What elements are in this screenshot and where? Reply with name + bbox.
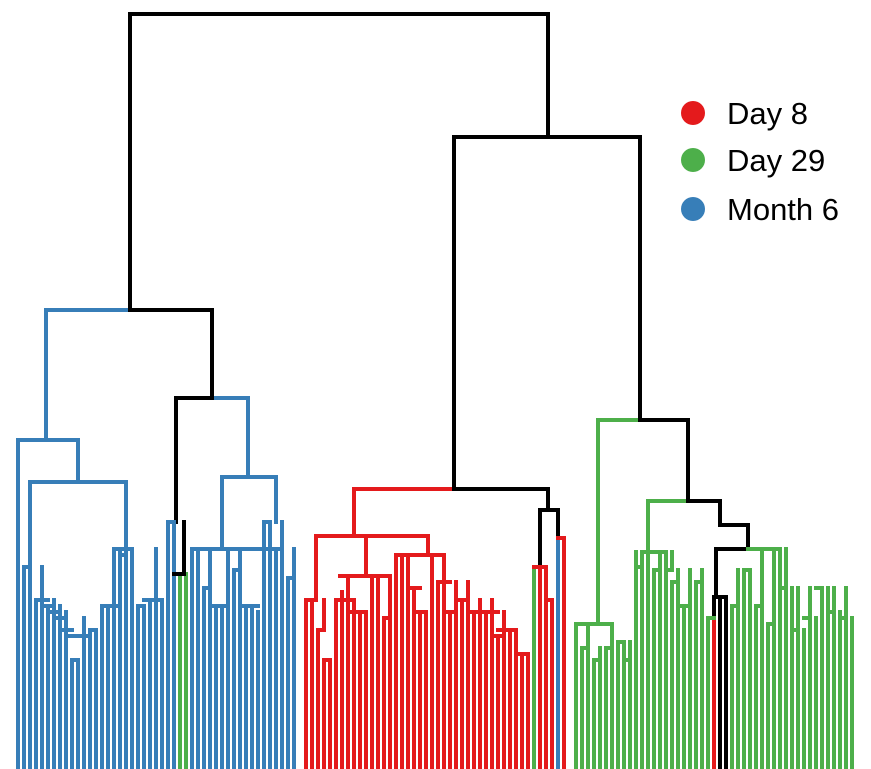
legend-marker-day-29: [681, 148, 705, 172]
legend-label-day-29: Day 29: [727, 143, 825, 178]
legend-label-month-6: Month 6: [727, 192, 839, 227]
legend-item-month-6: Month 6: [681, 192, 839, 227]
legend-label-day-8: Day 8: [727, 96, 808, 131]
dendrogram-branches: [16, 12, 854, 769]
legend-marker-day-8: [681, 101, 705, 125]
legend-item-day-8: Day 8: [681, 96, 808, 131]
legend-marker-month-6: [681, 197, 705, 221]
legend-item-day-29: Day 29: [681, 143, 825, 178]
legend: Day 8 Day 29 Month 6: [681, 96, 839, 227]
